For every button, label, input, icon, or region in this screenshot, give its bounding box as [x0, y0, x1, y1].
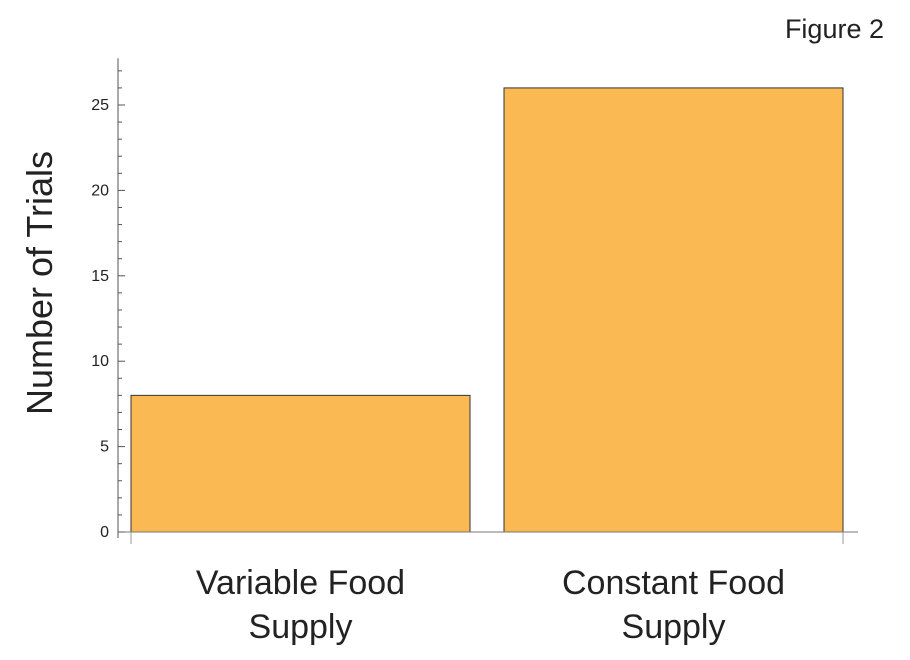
y-tick-label: 25 — [91, 97, 109, 114]
x-tick-label: Constant Food Supply — [562, 564, 785, 646]
y-tick-label: 0 — [100, 524, 109, 541]
y-axis-title: Number of Trials — [19, 151, 60, 415]
figure-title: Figure 2 — [784, 14, 884, 44]
bar — [503, 87, 844, 533]
plot-area: Variable Food Supply Constant Food Supply 0 5… — [91, 58, 858, 646]
y-tick-label: 10 — [91, 353, 109, 370]
y-tick-label: 5 — [100, 439, 109, 456]
bar — [130, 394, 471, 533]
x-tick-label: Variable Food Supply — [196, 564, 405, 646]
y-tick-label: 15 — [91, 268, 109, 285]
y-tick-label: 20 — [91, 182, 109, 199]
